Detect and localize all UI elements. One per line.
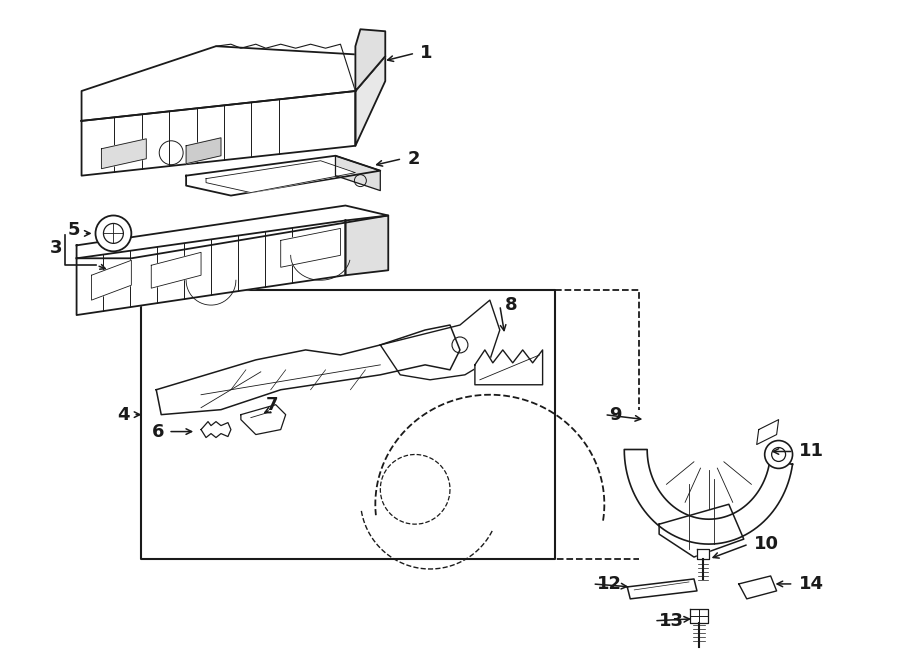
Polygon shape xyxy=(186,156,381,196)
Polygon shape xyxy=(757,420,778,444)
Polygon shape xyxy=(697,549,709,559)
Text: 10: 10 xyxy=(753,535,778,553)
Text: 1: 1 xyxy=(420,44,433,62)
Text: 11: 11 xyxy=(798,442,824,461)
Polygon shape xyxy=(336,156,381,190)
Polygon shape xyxy=(625,449,793,544)
Polygon shape xyxy=(201,422,231,438)
Polygon shape xyxy=(346,215,388,275)
Text: 13: 13 xyxy=(659,612,684,630)
Polygon shape xyxy=(151,253,201,288)
Polygon shape xyxy=(157,325,460,414)
Polygon shape xyxy=(76,206,388,258)
Text: 2: 2 xyxy=(407,150,419,168)
Polygon shape xyxy=(82,46,385,121)
Polygon shape xyxy=(356,29,385,91)
Polygon shape xyxy=(76,221,346,315)
Text: 3: 3 xyxy=(50,239,62,257)
Polygon shape xyxy=(92,260,131,300)
Polygon shape xyxy=(739,576,777,599)
Text: 6: 6 xyxy=(152,422,164,441)
Text: 4: 4 xyxy=(117,406,130,424)
Polygon shape xyxy=(206,161,356,192)
Circle shape xyxy=(765,440,793,469)
Polygon shape xyxy=(141,290,554,559)
Polygon shape xyxy=(627,579,697,599)
Text: 14: 14 xyxy=(798,575,824,593)
Polygon shape xyxy=(659,504,743,557)
Polygon shape xyxy=(381,300,500,380)
Polygon shape xyxy=(241,405,285,434)
Text: 9: 9 xyxy=(609,406,622,424)
Polygon shape xyxy=(356,56,385,146)
Polygon shape xyxy=(186,137,221,164)
Polygon shape xyxy=(690,609,708,623)
Text: 7: 7 xyxy=(266,396,279,414)
Polygon shape xyxy=(82,91,356,176)
Text: 8: 8 xyxy=(505,296,518,314)
Circle shape xyxy=(95,215,131,251)
Text: 12: 12 xyxy=(598,575,623,593)
Polygon shape xyxy=(102,139,147,169)
Polygon shape xyxy=(281,229,340,267)
Polygon shape xyxy=(475,350,543,385)
Text: 5: 5 xyxy=(68,221,80,239)
